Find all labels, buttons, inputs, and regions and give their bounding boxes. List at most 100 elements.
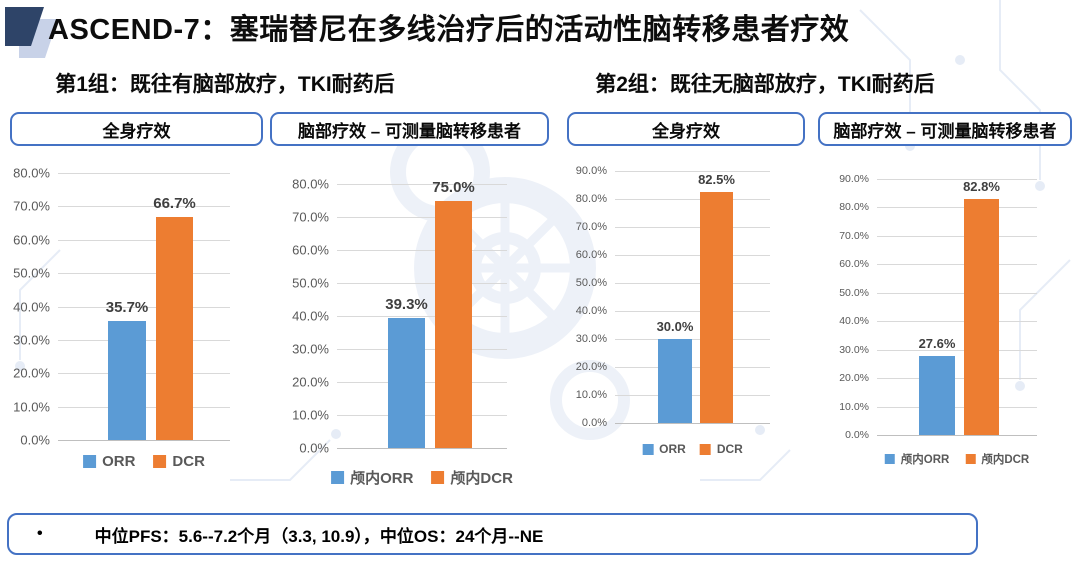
footer-note-text: 中位PFS：5.6--7.2个月（3.3, 10.9），中位OS：24个月--N… bbox=[94, 526, 544, 546]
gridline bbox=[58, 173, 230, 174]
legend-item: 颅内DCR bbox=[431, 467, 513, 488]
y-axis-tick-label: 10.0% bbox=[575, 389, 607, 401]
gridline bbox=[877, 406, 1037, 408]
gridline bbox=[615, 311, 770, 312]
legend-swatch-icon bbox=[699, 443, 711, 455]
y-axis-tick-label: 20.0% bbox=[575, 361, 607, 373]
legend-swatch-icon bbox=[965, 454, 976, 464]
gridline bbox=[615, 171, 770, 172]
legend-item: 颅内ORR bbox=[884, 451, 949, 467]
y-axis-tick-label: 30.0% bbox=[575, 333, 607, 345]
gridline bbox=[877, 235, 1037, 237]
y-axis-tick-label: 60.0% bbox=[839, 258, 869, 271]
y-axis-tick-label: 40.0% bbox=[292, 308, 329, 324]
gridline bbox=[337, 283, 507, 284]
gridline bbox=[337, 448, 507, 449]
bar-value-label: 35.7% bbox=[105, 298, 149, 316]
y-axis-tick-label: 70.0% bbox=[575, 221, 607, 233]
legend-label: 颅内ORR bbox=[350, 470, 414, 487]
chart-legend: 颅内ORR 颅内DCR bbox=[884, 451, 1029, 467]
bar-intracranial-orr bbox=[919, 356, 955, 435]
y-axis-tick-label: 60.0% bbox=[292, 242, 329, 258]
y-axis-tick-label: 50.0% bbox=[575, 277, 607, 289]
bar-orr bbox=[108, 320, 146, 440]
gridline bbox=[877, 349, 1037, 351]
y-axis-tick-label: 50.0% bbox=[292, 275, 329, 291]
gridline bbox=[615, 199, 770, 200]
gridline bbox=[877, 207, 1037, 209]
legend-swatch-icon bbox=[331, 471, 345, 484]
y-axis-tick-label: 20.0% bbox=[839, 372, 869, 385]
bar-value-label: 82.8% bbox=[963, 179, 1000, 195]
bar-intracranial-orr bbox=[388, 318, 425, 448]
gridline bbox=[615, 395, 770, 396]
legend-item: ORR bbox=[642, 442, 686, 456]
gridline bbox=[877, 179, 1037, 180]
y-axis-tick-label: 80.0% bbox=[575, 193, 607, 205]
slide-logo-icon bbox=[5, 7, 58, 58]
y-axis-tick-label: 80.0% bbox=[13, 165, 50, 181]
gridline bbox=[877, 321, 1037, 323]
gridline bbox=[877, 435, 1037, 436]
legend-item: 颅内DCR bbox=[965, 451, 1029, 467]
gridline bbox=[337, 217, 507, 218]
y-axis-tick-label: 0.0% bbox=[845, 429, 869, 441]
legend-label: ORR bbox=[659, 442, 686, 456]
chart-g1-systemic: 0.0% 10.0% 20.0% 30.0% 40.0% 50.0% 60.0% 70.0% 8… bbox=[10, 155, 263, 500]
legend-label: DCR bbox=[172, 453, 205, 470]
gridline bbox=[615, 227, 770, 228]
page-title: ASCEND-7：塞瑞替尼在多线治疗后的活动性脑转移患者疗效 bbox=[48, 14, 850, 46]
panel-title-g2-systemic: 全身疗效 bbox=[567, 112, 805, 146]
y-axis-tick-label: 60.0% bbox=[575, 249, 607, 261]
y-axis-tick-label: 40.0% bbox=[839, 315, 869, 328]
y-axis-tick-label: 90.0% bbox=[575, 165, 607, 177]
panel-title-g1-systemic: 全身疗效 bbox=[10, 112, 263, 146]
gridline bbox=[877, 292, 1037, 294]
bar-value-label: 82.5% bbox=[698, 172, 735, 187]
bar-orr bbox=[658, 339, 692, 423]
chart-legend: ORR DCR bbox=[83, 453, 205, 470]
legend-swatch-icon bbox=[153, 455, 167, 468]
y-axis-tick-label: 0.0% bbox=[20, 432, 50, 448]
footer-bullet: • bbox=[37, 525, 43, 542]
legend-label: 颅内DCR bbox=[450, 470, 513, 487]
y-axis-tick-label: 80.0% bbox=[292, 176, 329, 192]
legend-label: ORR bbox=[102, 453, 136, 470]
legend-swatch-icon bbox=[83, 455, 97, 468]
gridline bbox=[58, 273, 230, 275]
y-axis-tick-label: 60.0% bbox=[13, 232, 50, 248]
bar-dcr bbox=[156, 217, 193, 440]
gridline bbox=[337, 184, 507, 185]
gridline bbox=[877, 378, 1037, 380]
gridline bbox=[58, 239, 230, 241]
bar-dcr bbox=[700, 192, 733, 423]
y-axis-tick-label: 30.0% bbox=[13, 332, 50, 348]
bar-value-label: 30.0% bbox=[656, 319, 694, 334]
legend-label: 颅内DCR bbox=[981, 454, 1030, 466]
y-axis-tick-label: 20.0% bbox=[13, 365, 50, 381]
chart-legend: 颅内ORR 颅内DCR bbox=[331, 467, 513, 488]
y-axis-tick-label: 70.0% bbox=[839, 229, 869, 242]
gridline bbox=[615, 367, 770, 368]
gridline bbox=[877, 264, 1037, 266]
legend-swatch-icon bbox=[431, 471, 445, 484]
gridline bbox=[337, 316, 507, 317]
gridline bbox=[58, 440, 230, 441]
legend-item: ORR bbox=[83, 453, 135, 470]
y-axis-tick-label: 50.0% bbox=[839, 286, 869, 299]
bar-intracranial-dcr bbox=[964, 199, 999, 435]
gridline bbox=[58, 306, 230, 308]
bar-value-label: 66.7% bbox=[153, 195, 196, 213]
bar-intracranial-dcr bbox=[435, 200, 472, 448]
gridline bbox=[337, 250, 507, 251]
legend-swatch-icon bbox=[642, 443, 654, 455]
footer-note-box: • 中位PFS：5.6--7.2个月（3.3, 10.9），中位OS：24个月-… bbox=[7, 513, 978, 555]
y-axis-tick-label: 70.0% bbox=[292, 209, 329, 225]
chart-g1-intracranial: 0.0% 10.0% 20.0% 30.0% 40.0% 50.0% 60.0% 70.0% 8… bbox=[270, 155, 549, 500]
y-axis-tick-label: 10.0% bbox=[13, 399, 50, 415]
chart-g2-systemic: 0.0% 10.0% 20.0% 30.0% 40.0% 50.0% 60.0% 70.0% 8… bbox=[567, 155, 806, 500]
y-axis-tick-label: 50.0% bbox=[13, 265, 50, 281]
chart-legend: ORR DCR bbox=[642, 442, 743, 456]
panel-title-g2-intracranial: 脑部疗效 – 可测量脑转移患者 bbox=[818, 112, 1072, 146]
